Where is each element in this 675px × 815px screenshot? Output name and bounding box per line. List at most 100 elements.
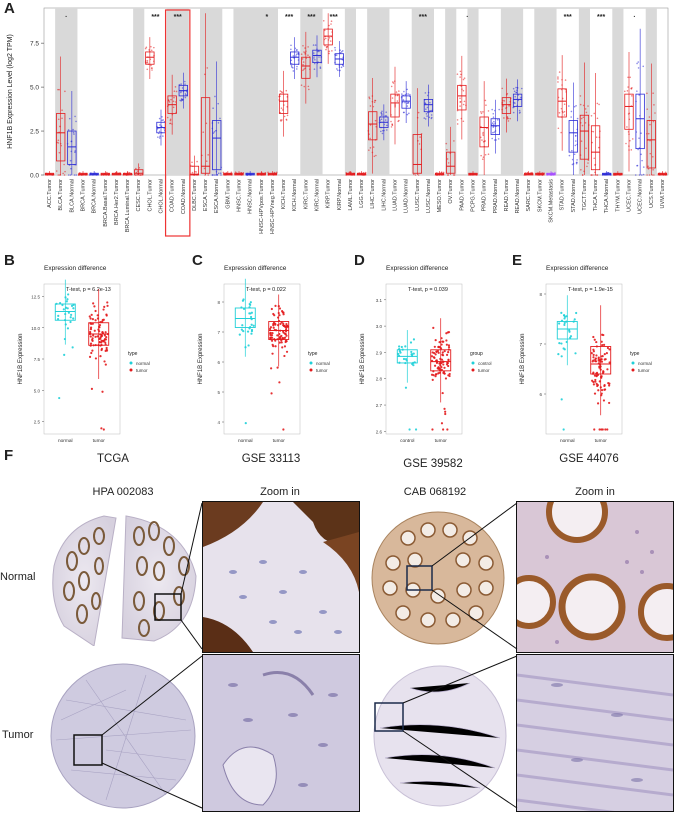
panel-a-point [573,105,576,108]
caption-e: GSE 44076 [559,453,619,465]
small-ytick-label: 4 [217,420,220,425]
small-point [592,353,595,356]
panel-a-xtick-label: LUSC.Tumor [415,179,421,211]
panel-a-point [220,174,222,176]
small-point [282,428,285,431]
panel-a-point [295,55,297,57]
panel-a-band [411,8,434,175]
panel-a-point [301,58,304,60]
panel-a-point [212,107,214,109]
panel-a-xtick-label: CESC.Tumor [136,179,142,212]
panel-a-box [479,116,489,148]
small-point [431,428,434,431]
small-point [106,304,109,307]
small-point [244,422,247,425]
panel-a-point [579,95,582,97]
panel-a-xtick-label: LGG.Tumor [359,179,365,208]
small-point [414,428,418,431]
panel-a-xtick-label: KIRC.Normal [315,179,321,211]
panel-a-point [184,83,186,85]
small-point [69,320,72,324]
ihc-core-hpa-tumor [46,660,200,810]
small-ytick-label: 6 [217,360,220,365]
panel-a-point [191,161,193,164]
panel-a-band [300,8,323,175]
panel-a-point [146,59,149,62]
panel-a-xtick-label: BRCA.Tumor [81,179,87,212]
small-point [102,308,105,311]
panel-a-point [515,91,518,94]
panel-a-significance: *** [419,14,427,21]
small-ytick-label: 2.9 [376,350,383,355]
panel-a-point [75,120,77,123]
small-point [105,336,108,339]
small-legend-label: tumor [136,368,148,373]
small-legend-key [631,368,635,372]
ihc-row-label-normal: Normal [0,571,36,583]
panel-a-point [446,158,449,160]
panel-a-point [207,154,209,156]
panel-a-box [200,97,211,174]
panel-a-point [286,114,289,117]
panel-a-point [74,150,76,152]
panel-a-point [485,104,487,106]
small-point [445,343,448,346]
small-point [606,368,609,371]
small-point [574,352,577,355]
panel-a-point [482,156,485,158]
panel-a-point [213,174,215,176]
small-point [569,336,572,339]
small-point [250,311,253,314]
small-point [103,334,106,337]
panel-a-point [157,136,159,138]
small-plot-area [545,283,623,435]
panel-a-point [647,168,650,170]
panel-a-box [423,99,434,113]
panel-label-d: D [354,252,365,269]
panel-a-xtick-label: HNSC.Tumor [237,179,243,212]
panel-a-point [640,132,642,134]
panel-a-point [213,131,216,133]
panel-a-point [290,44,292,47]
panel-a-point [279,111,282,114]
small-point [595,340,598,344]
panel-a-band [467,8,479,175]
panel-a-point [168,100,170,102]
panel-a-point [313,62,316,65]
panel-a-point [211,174,214,176]
panel-a-point [279,90,282,92]
small-point [447,351,450,354]
small-point [101,318,104,322]
small-point [89,317,92,320]
panel-a-point [580,117,583,120]
panel-a-point [323,29,326,32]
panel-a-point [217,122,220,124]
panel-a-point [426,115,428,117]
panel-a-ytick-label: 0.0 [30,173,39,180]
panel-a-xtick-label: LIHC.Tumor [370,179,376,209]
panel-a-point [653,174,655,176]
panel-a-ylabel: HNF1B Expression Level (log2 TPM) [7,34,14,149]
small-point [268,327,272,331]
panel-a-point [222,171,225,174]
small-point [432,374,435,377]
panel-a-point [563,110,566,113]
small-point [89,335,92,338]
panel-a-point [492,116,495,118]
small-point [604,428,607,431]
panel-a-point [314,44,317,46]
panel-a-boxplot: 0.0 2.5 5.0 7.5 HNF1B Expression Level (log2… [7,7,669,237]
panel-a-point [557,76,559,78]
small-point [282,331,285,334]
panel-a-point [300,53,303,56]
caption-c: GSE 33113 [241,453,301,465]
small-point [602,399,606,402]
small-ytick-label: 2.8 [376,377,383,382]
small-xtick-label: tumor [595,438,608,444]
panel-a-box [412,134,422,174]
panel-a-point [508,105,510,107]
small-point [601,333,604,336]
panel-a-point [59,174,61,176]
small-point [249,301,252,304]
panel-a-point [581,124,584,127]
